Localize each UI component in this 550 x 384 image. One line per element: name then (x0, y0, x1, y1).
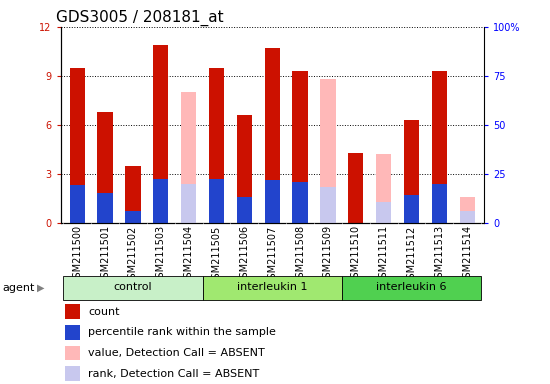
Text: GSM211504: GSM211504 (184, 225, 194, 285)
Text: GSM211513: GSM211513 (434, 225, 444, 285)
Bar (153, 45, 168, 223)
Text: rank, Detection Call = ABSENT: rank, Detection Call = ABSENT (88, 369, 259, 379)
Bar (236, 115, 252, 223)
Text: GSM211502: GSM211502 (128, 225, 138, 285)
Text: GSM211501: GSM211501 (100, 225, 110, 285)
Bar (293, 182, 308, 223)
Text: interleukin 1: interleukin 1 (237, 283, 307, 293)
Text: GSM211514: GSM211514 (463, 225, 472, 285)
Bar (125, 166, 141, 223)
Text: percentile rank within the sample: percentile rank within the sample (88, 328, 276, 338)
Text: GSM211512: GSM211512 (406, 225, 416, 285)
Text: agent: agent (3, 283, 35, 293)
Bar (348, 152, 364, 223)
Bar (320, 187, 336, 223)
Bar (181, 184, 196, 223)
Bar (209, 179, 224, 223)
Bar (65, 366, 80, 381)
Bar (181, 92, 196, 223)
FancyBboxPatch shape (342, 276, 481, 300)
Text: GSM211503: GSM211503 (156, 225, 166, 285)
Text: GSM211506: GSM211506 (239, 225, 249, 285)
Text: value, Detection Call = ABSENT: value, Detection Call = ABSENT (88, 348, 265, 358)
Bar (432, 184, 447, 223)
Bar (320, 79, 336, 223)
Bar (236, 197, 252, 223)
FancyBboxPatch shape (63, 276, 202, 300)
Bar (376, 154, 392, 223)
Bar (125, 211, 141, 223)
FancyBboxPatch shape (202, 276, 342, 300)
Text: GSM211510: GSM211510 (351, 225, 361, 285)
Text: control: control (114, 283, 152, 293)
Bar (65, 325, 80, 340)
Text: count: count (88, 307, 119, 317)
Bar (65, 346, 80, 361)
Text: GDS3005 / 208181_at: GDS3005 / 208181_at (56, 9, 224, 25)
Bar (65, 305, 80, 319)
Text: GSM211500: GSM211500 (72, 225, 82, 285)
Bar (209, 68, 224, 223)
Text: ▶: ▶ (37, 283, 45, 293)
Text: GSM211509: GSM211509 (323, 225, 333, 285)
Bar (293, 71, 308, 223)
Text: GSM211508: GSM211508 (295, 225, 305, 285)
Bar (376, 202, 392, 223)
Bar (265, 48, 280, 223)
Bar (97, 112, 113, 223)
Bar (153, 179, 168, 223)
Bar (460, 197, 475, 223)
Bar (432, 71, 447, 223)
Text: interleukin 6: interleukin 6 (376, 283, 447, 293)
Text: GSM211505: GSM211505 (212, 225, 222, 285)
Bar (404, 120, 419, 223)
Text: GSM211511: GSM211511 (379, 225, 389, 285)
Bar (460, 211, 475, 223)
Bar (404, 195, 419, 223)
Bar (69, 185, 85, 223)
Bar (265, 180, 280, 223)
Bar (69, 68, 85, 223)
Bar (97, 194, 113, 223)
Text: GSM211507: GSM211507 (267, 225, 277, 285)
